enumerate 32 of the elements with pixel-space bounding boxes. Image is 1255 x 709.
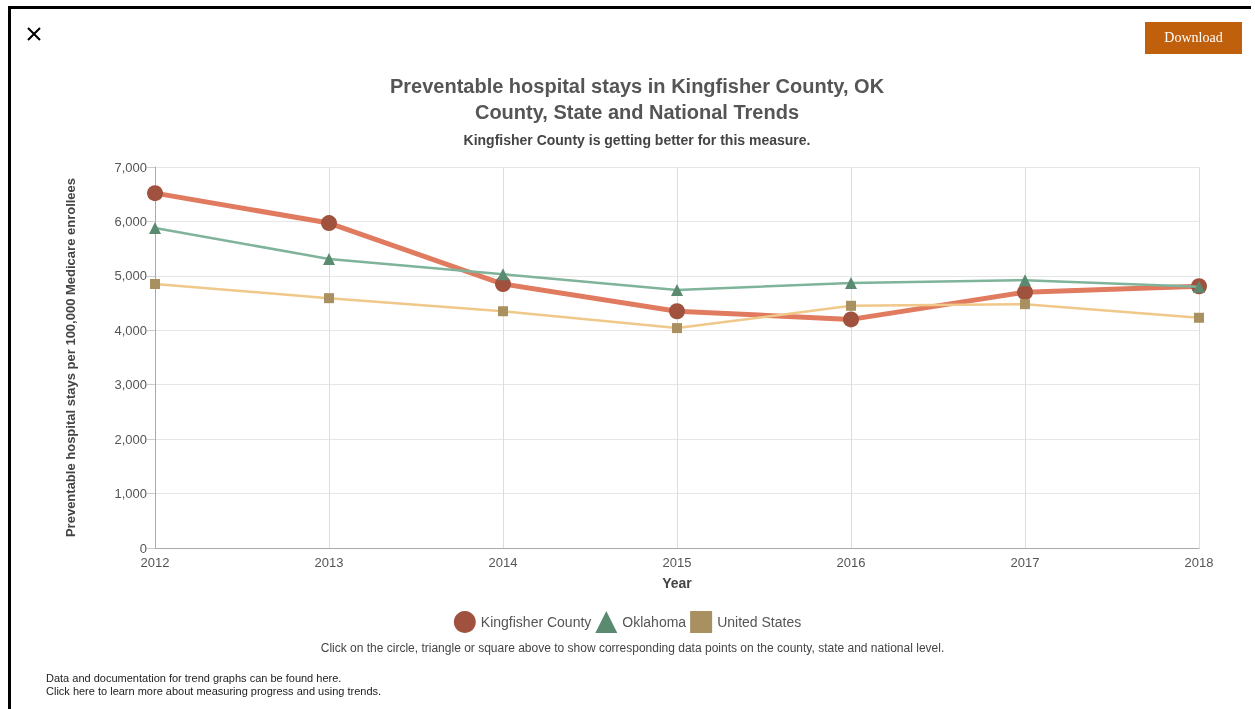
- legend-label: United States: [717, 614, 802, 630]
- y-tick-label: 3,000: [114, 377, 147, 393]
- point: [149, 221, 161, 234]
- x-tick-label: 2018: [1184, 555, 1214, 570]
- point: [323, 252, 335, 265]
- x-tick-label: 2017: [1010, 555, 1040, 570]
- x-tick-label: 2015: [662, 555, 692, 570]
- text: Click on the circle, triangle or square above to show corresponding data points on the county, state and national level.: [319, 641, 946, 655]
- y-axis-title: Preventable hospital stays per 100,000 Medicare enrollees: [63, 177, 78, 538]
- point: [497, 268, 509, 281]
- y-tick-label: 2,000: [114, 431, 147, 447]
- y-tick-label: 4,000: [114, 322, 147, 338]
- x-tick-label: 2013: [314, 555, 344, 570]
- chart-subtitle: Kingfisher County is getting better for this measure.: [463, 132, 811, 148]
- legend-label: Oklahoma: [622, 614, 687, 630]
- point: [671, 284, 683, 297]
- y-tick-label: 0: [139, 540, 147, 556]
- y-tick-label: 5,000: [114, 268, 147, 284]
- download-button: Download: [1145, 22, 1242, 54]
- y-tick-label: 1,000: [114, 486, 147, 502]
- text: Data and documentation for trend graphs can be found here.: [46, 672, 343, 685]
- point: [1019, 274, 1031, 287]
- x-axis-title: Year: [662, 575, 693, 591]
- point: [845, 276, 857, 289]
- x-tick-label: 2016: [836, 555, 866, 570]
- legend-label: Kingfisher County: [480, 614, 592, 630]
- y-tick-label: 7,000: [114, 159, 147, 175]
- x-tick-label: 2014: [488, 555, 518, 570]
- x-tick-label: 2012: [140, 555, 170, 570]
- chart-title: Preventable hospital stays in Kingfisher County, OK County, State and National Trends: [389, 75, 885, 123]
- text: Click here to learn more about measuring progress and using trends.: [46, 685, 382, 698]
- y-tick-label: 6,000: [114, 213, 147, 229]
